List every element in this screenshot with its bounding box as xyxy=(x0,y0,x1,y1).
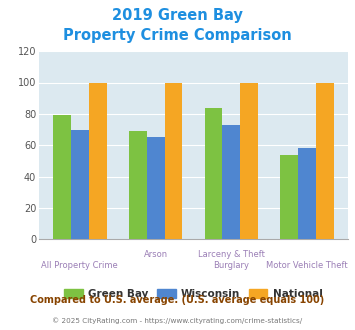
Text: Compared to U.S. average. (U.S. average equals 100): Compared to U.S. average. (U.S. average … xyxy=(31,295,324,305)
Text: Arson: Arson xyxy=(143,250,168,259)
Bar xyxy=(89,82,106,239)
Text: Motor Vehicle Theft: Motor Vehicle Theft xyxy=(266,261,348,271)
Text: Larceny & Theft: Larceny & Theft xyxy=(198,250,265,259)
Text: Property Crime Comparison: Property Crime Comparison xyxy=(63,28,292,43)
Bar xyxy=(280,154,298,239)
Bar xyxy=(298,148,316,239)
Bar xyxy=(71,130,89,239)
Bar xyxy=(240,82,258,239)
Bar xyxy=(53,115,71,239)
Text: 2019 Green Bay: 2019 Green Bay xyxy=(112,8,243,23)
Bar xyxy=(129,131,147,239)
Text: Burglary: Burglary xyxy=(213,261,249,271)
Bar xyxy=(204,108,223,239)
Bar xyxy=(164,82,182,239)
Bar xyxy=(223,125,240,239)
Legend: Green Bay, Wisconsin, National: Green Bay, Wisconsin, National xyxy=(60,285,327,304)
Text: All Property Crime: All Property Crime xyxy=(42,261,118,271)
Bar xyxy=(316,82,334,239)
Bar xyxy=(147,137,164,239)
Text: © 2025 CityRating.com - https://www.cityrating.com/crime-statistics/: © 2025 CityRating.com - https://www.city… xyxy=(53,317,302,324)
